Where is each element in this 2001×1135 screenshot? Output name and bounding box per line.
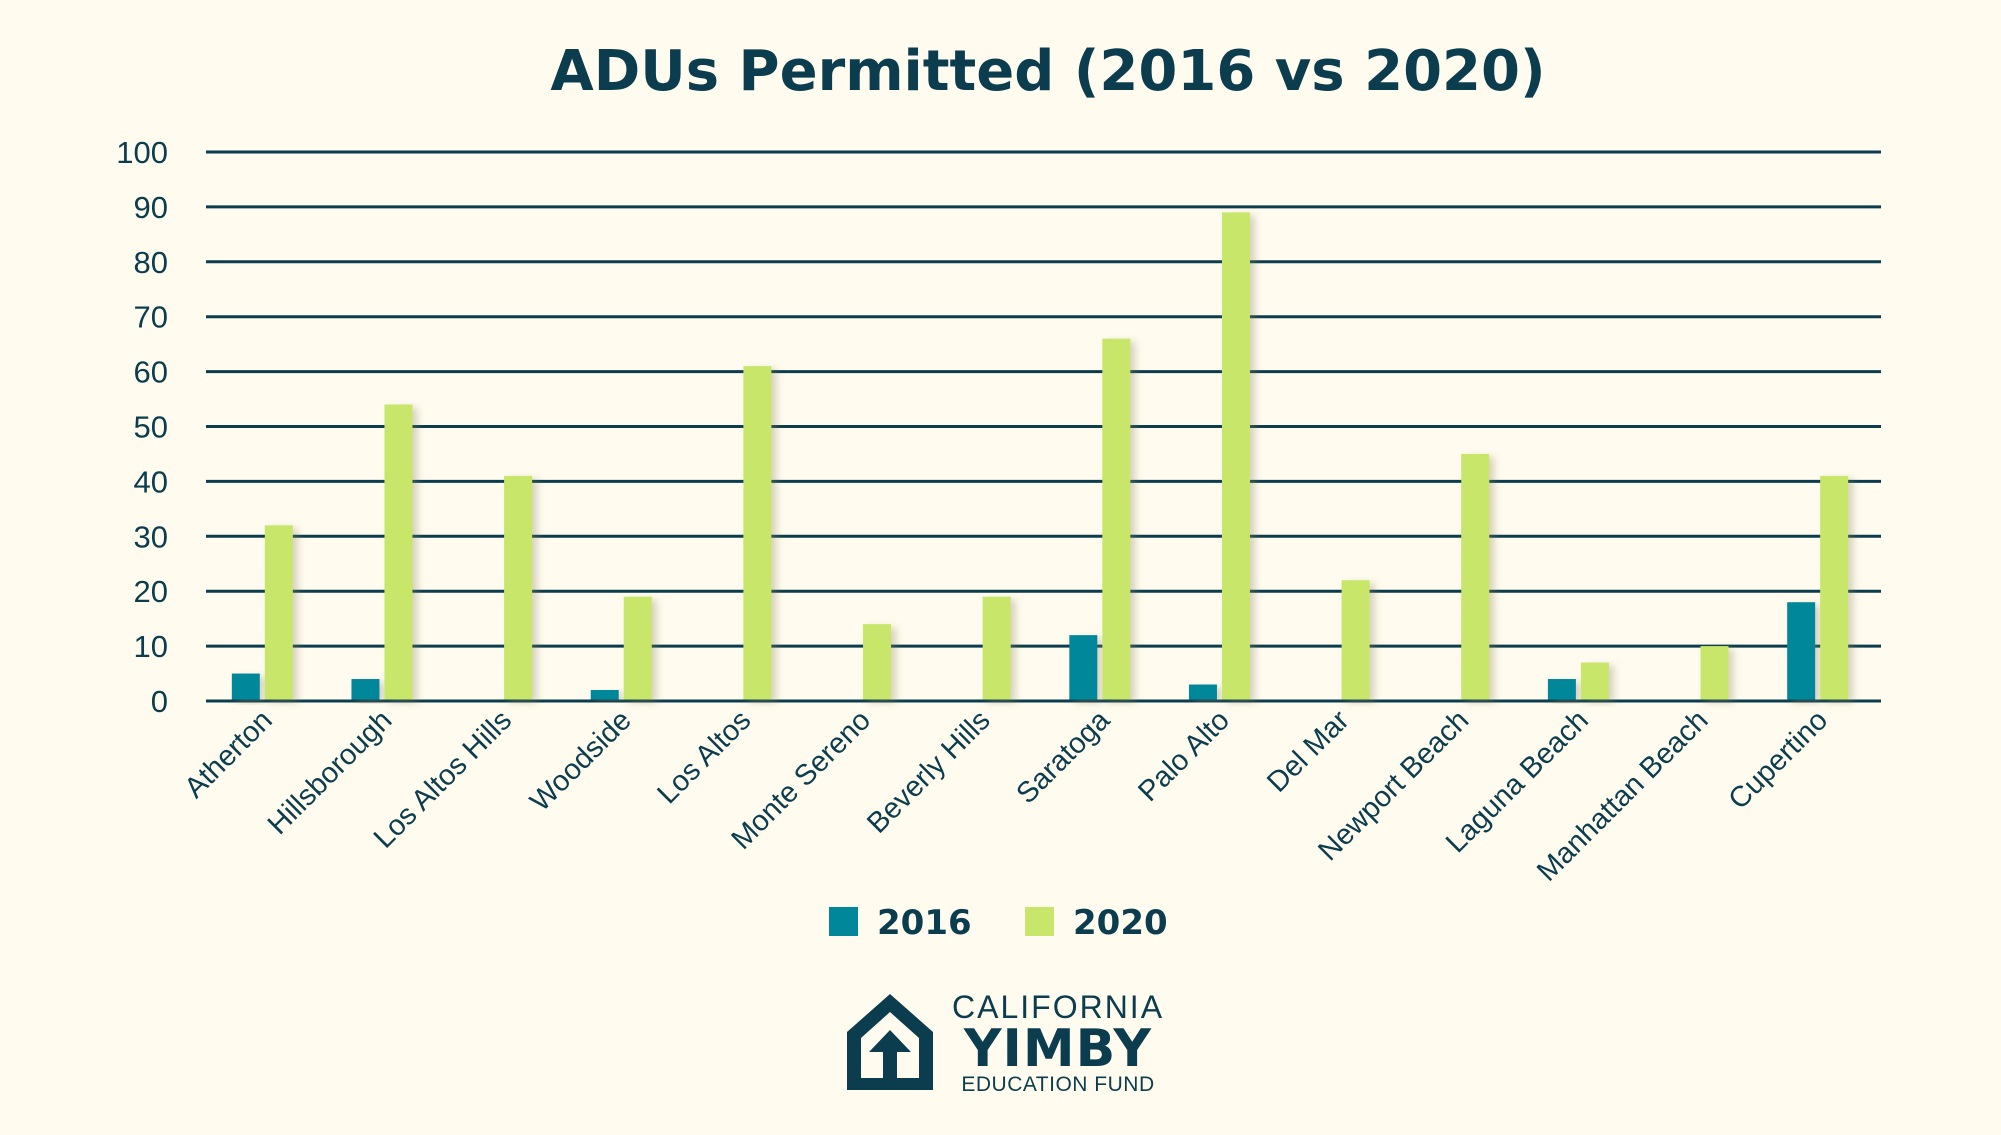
y-tick-label: 30 [134, 519, 168, 554]
bar-2020-atherton [264, 525, 293, 700]
house-arrow-icon [847, 994, 933, 1090]
y-tick-label: 70 [134, 300, 168, 335]
bar-2016-atherton [231, 673, 260, 700]
x-tick-label: Palo Alto [1132, 704, 1236, 808]
logo-line-3: EDUCATION FUND [961, 1073, 1155, 1096]
gridlines [206, 150, 1881, 703]
y-tick-label: 10 [134, 629, 168, 664]
y-axis-ticks: 0 10 20 30 40 50 60 70 80 90 100 [116, 135, 168, 719]
logo-line-1: CALIFORNIA [952, 989, 1165, 1025]
logo-line-2: YIMBY [963, 1019, 1153, 1079]
y-tick-label: 40 [134, 464, 168, 499]
y-tick-label: 50 [134, 410, 168, 445]
bar-2020-manhattan-beach [1700, 646, 1729, 700]
bar-2020-los-altos [743, 366, 772, 700]
bar-2016-saratoga [1069, 635, 1098, 700]
x-tick-label: Woodside [524, 704, 637, 817]
bar-2020-hillsborough [384, 404, 413, 700]
x-tick-label: Atherton [179, 704, 279, 804]
bar-2020-del-mar [1341, 580, 1370, 700]
x-tick-label: Beverly Hills [861, 704, 996, 839]
bars [231, 212, 1849, 700]
bar-2016-laguna-beach [1547, 679, 1576, 700]
x-tick-label: Saratoga [1010, 704, 1116, 810]
bar-2020-beverly-hills [982, 596, 1011, 700]
y-tick-label: 0 [151, 684, 168, 719]
chart-title: ADUs Permitted (2016 vs 2020) [550, 39, 1545, 104]
y-tick-label: 80 [134, 245, 168, 280]
y-tick-label: 60 [134, 355, 168, 390]
y-tick-label: 20 [134, 574, 168, 609]
legend-swatch-2016 [829, 907, 858, 936]
bar-2020-palo-alto [1221, 212, 1250, 700]
y-tick-label: 90 [134, 190, 168, 225]
legend-label-2016: 2016 [877, 903, 972, 943]
legend: 2016 2020 [829, 903, 1168, 943]
bar-2016-woodside [590, 690, 619, 700]
x-tick-label: Cupertino [1723, 704, 1835, 816]
bar-2020-cupertino [1820, 475, 1849, 700]
bar-2020-woodside [623, 596, 652, 700]
bar-2020-monte-sereno [863, 624, 892, 700]
bar-2016-cupertino [1787, 602, 1816, 700]
x-tick-label: Los Altos [651, 704, 757, 810]
legend-swatch-2020 [1025, 907, 1054, 936]
california-yimby-logo: CALIFORNIA YIMBY EDUCATION FUND [843, 989, 1165, 1096]
x-tick-label: Del Mar [1261, 704, 1356, 799]
bar-2016-hillsborough [351, 679, 380, 700]
y-tick-label: 100 [116, 135, 168, 170]
bar-2020-los-altos-hills [504, 475, 533, 700]
bar-2020-saratoga [1102, 338, 1131, 700]
bar-2020-laguna-beach [1580, 662, 1609, 700]
bar-2020-newport-beach [1461, 453, 1490, 700]
bar-2016-palo-alto [1188, 684, 1217, 700]
legend-label-2020: 2020 [1073, 903, 1168, 943]
